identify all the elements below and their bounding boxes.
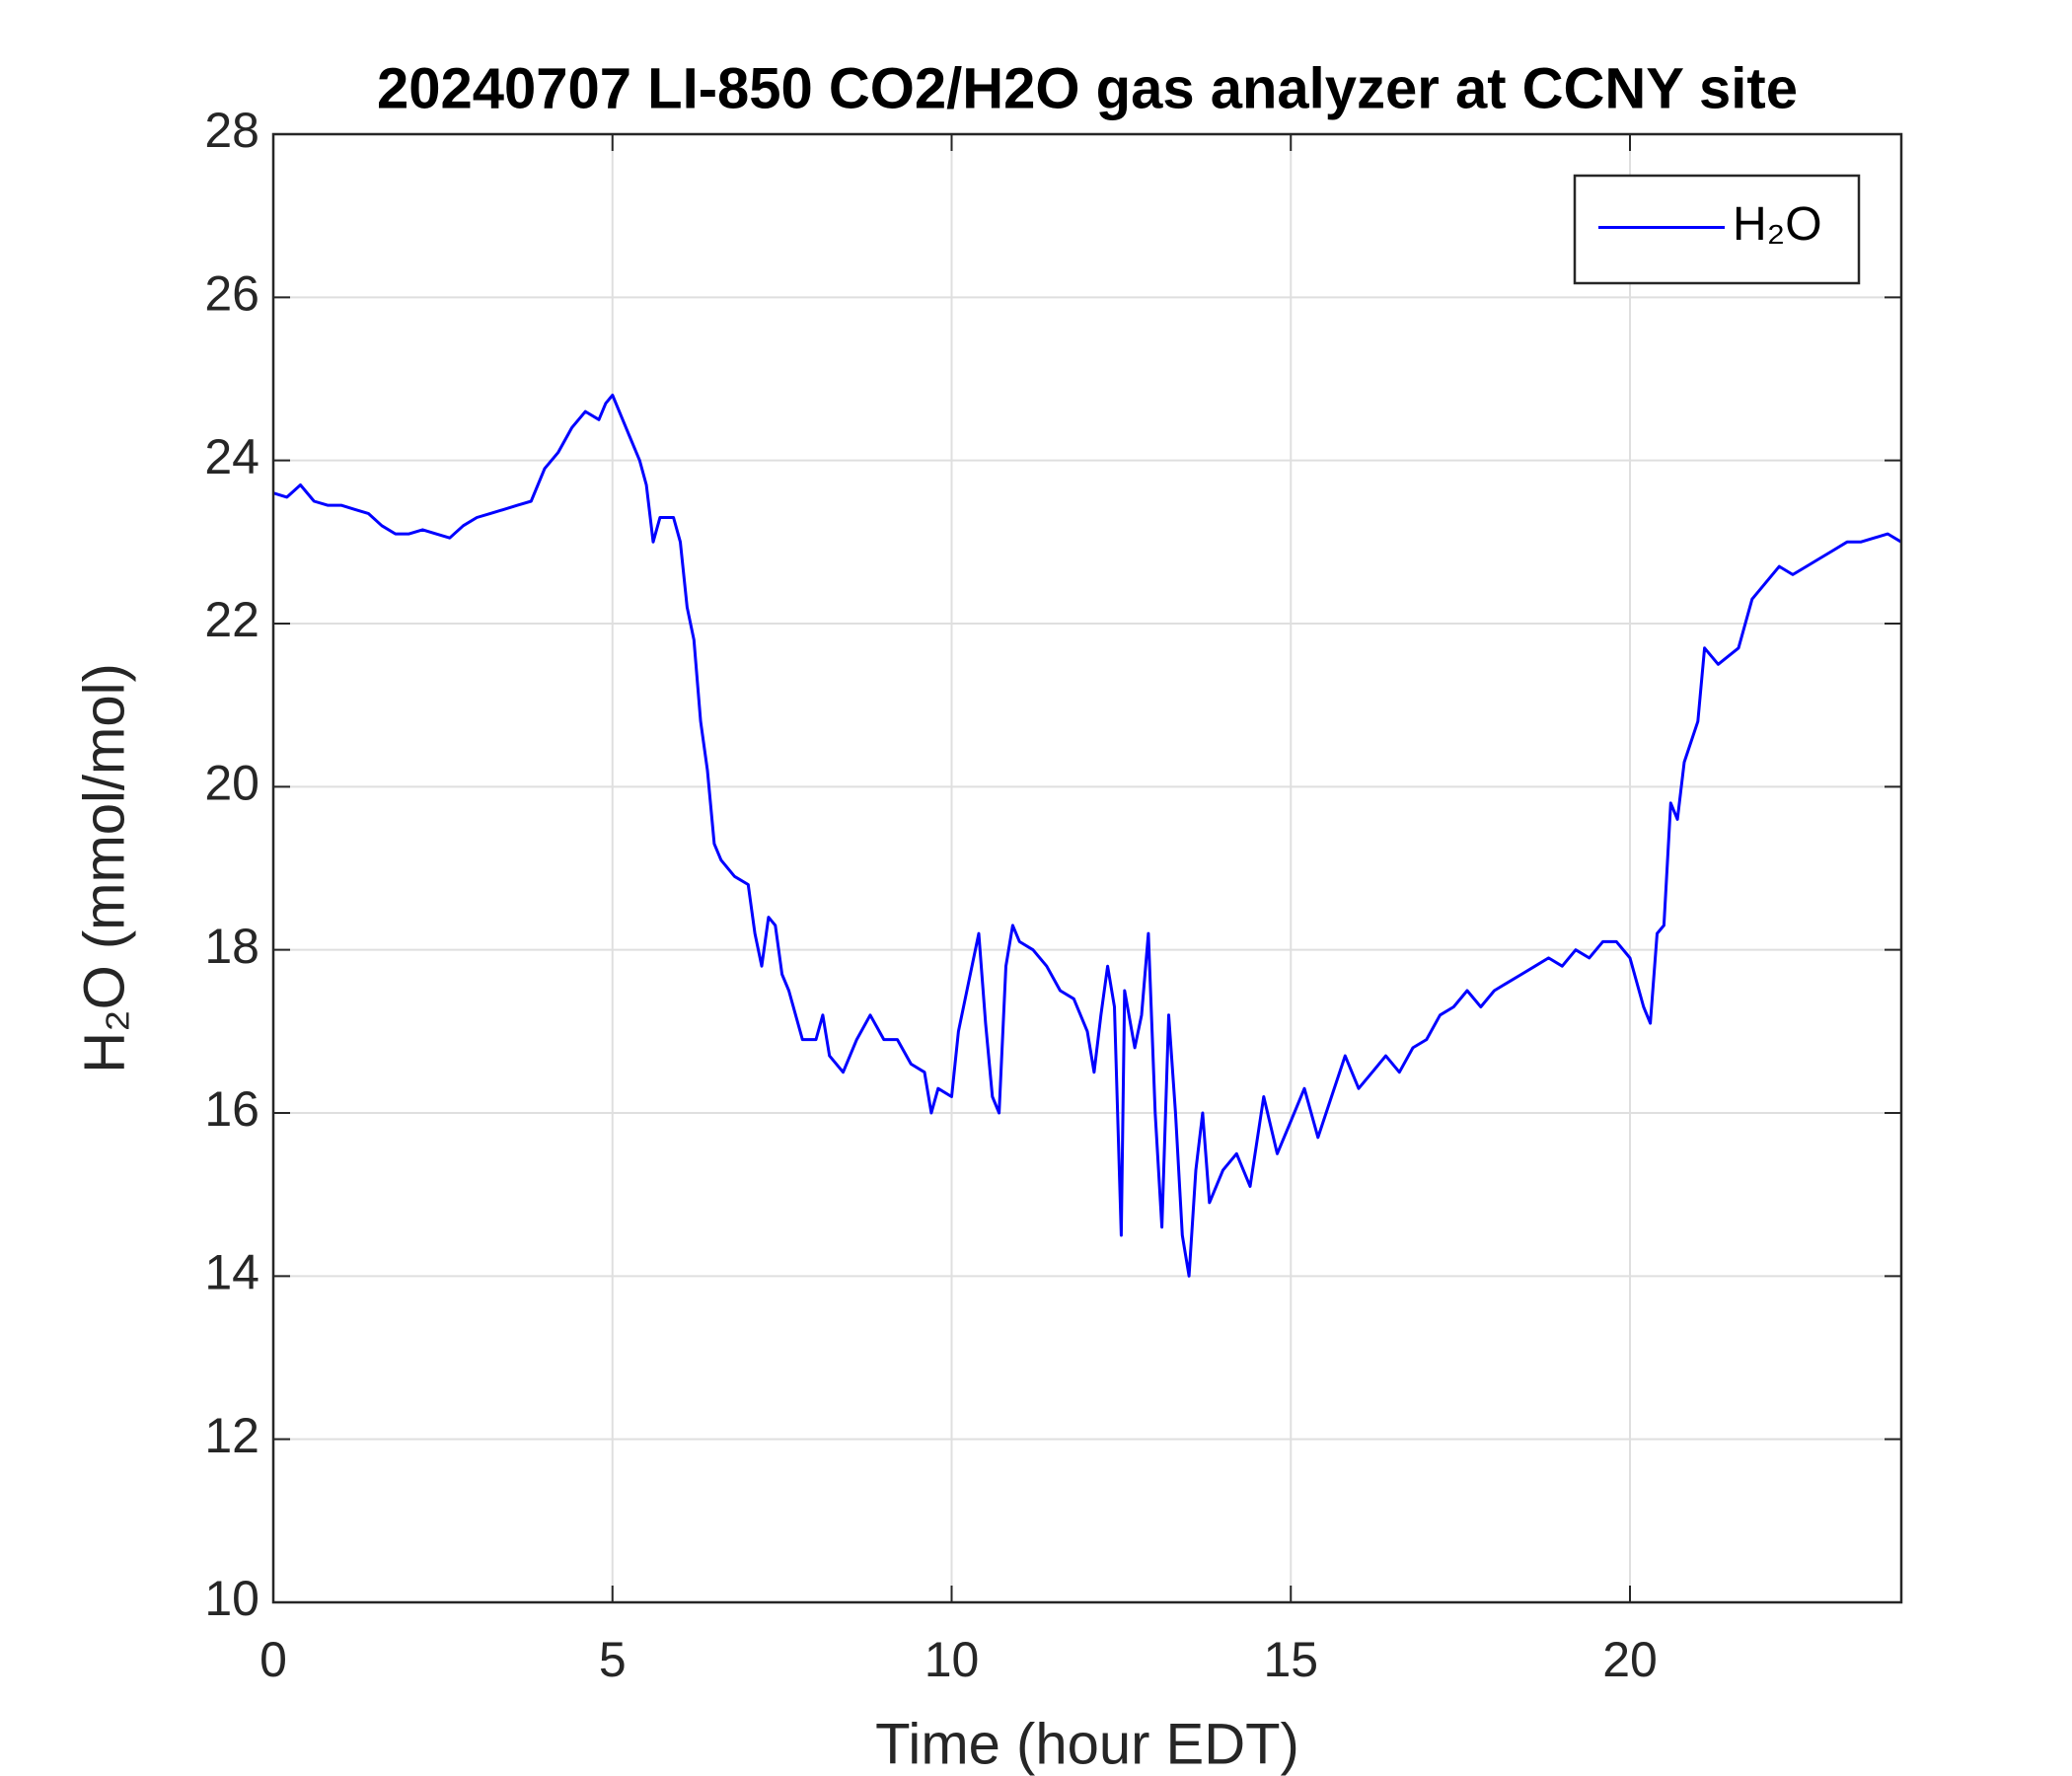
y-tick-label: 28: [204, 103, 259, 158]
y-tick-label: 14: [204, 1245, 259, 1300]
legend-label: H₂O: [1733, 198, 1822, 251]
data-line: [272, 394, 1902, 1278]
y-tick-label: 26: [204, 266, 259, 322]
y-tick-label: 24: [204, 429, 259, 484]
x-tick-label: 20: [1602, 1632, 1658, 1687]
y-tick-label: 18: [204, 919, 259, 974]
x-tick-label: 15: [1263, 1632, 1318, 1687]
x-tick-label: 10: [925, 1632, 980, 1687]
y-tick-label: 12: [204, 1408, 259, 1463]
x-tick-label: 0: [259, 1632, 287, 1687]
y-axis-label: H₂O (mmol/mol): [72, 663, 136, 1073]
axes-box: [271, 132, 1903, 1604]
legend-box: [1573, 174, 1861, 285]
y-tick-label: 16: [204, 1081, 259, 1137]
chart-title: 20240707 LI-850 CO2/H2O gas analyzer at …: [377, 56, 1798, 120]
y-tick-label: 20: [204, 756, 259, 811]
y-tick-label: 10: [204, 1571, 259, 1626]
x-tick-label: 5: [599, 1632, 627, 1687]
y-tick-label: 22: [204, 592, 259, 647]
x-axis-label: Time (hour EDT): [875, 1712, 1299, 1776]
